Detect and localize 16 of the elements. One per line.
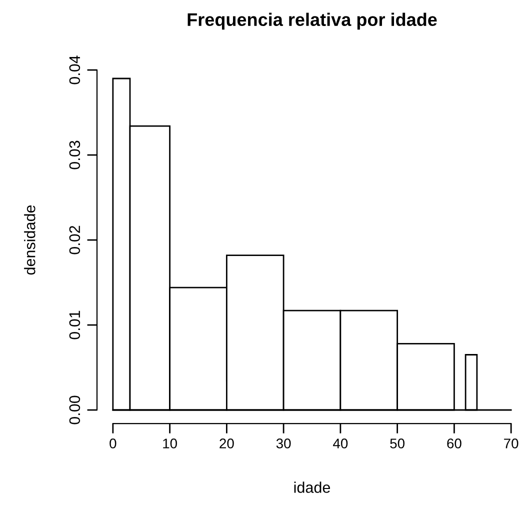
y-axis-title: densidade	[24, 205, 36, 275]
x-tick-label: 30	[276, 438, 291, 448]
y-tick-label: 0.03	[69, 140, 80, 170]
x-axis-title: idade	[294, 482, 330, 493]
x-tick-label: 60	[447, 438, 462, 448]
y-tick-label: 0.01	[69, 310, 80, 340]
x-tick-label: 20	[220, 438, 234, 448]
chart-title: Frequencia relativa por idade	[188, 12, 437, 30]
y-tick-label: 0.02	[69, 226, 80, 254]
x-tick-label: 50	[390, 438, 404, 448]
y-tick-label: 0.04	[69, 56, 80, 84]
y-tick-label: 0.00	[69, 396, 80, 424]
x-tick-label: 40	[333, 438, 348, 448]
x-tick-label: 0	[110, 438, 116, 448]
x-tick-label: 70	[504, 438, 518, 448]
x-tick-label: 10	[163, 438, 177, 448]
